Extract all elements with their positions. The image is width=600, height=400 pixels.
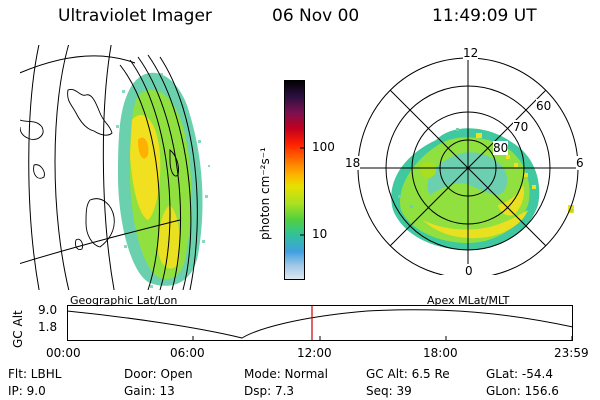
mlt-label-6: 6 bbox=[576, 156, 584, 170]
status-gain: Gain: 13 bbox=[124, 384, 175, 398]
date-label: 06 Nov 00 bbox=[272, 6, 360, 26]
colorbar-tick-10: 10 bbox=[312, 227, 328, 241]
lat-label-70: 70 bbox=[513, 120, 529, 134]
colorbar-tick-100: 100 bbox=[312, 140, 335, 154]
altitude-xtick-1800: 18:00 bbox=[423, 346, 458, 360]
altitude-plot bbox=[67, 305, 573, 341]
status-gcalt: GC Alt: 6.5 Re bbox=[366, 367, 450, 381]
colorbar bbox=[284, 80, 305, 280]
altitude-curve bbox=[67, 309, 573, 339]
status-door: Door: Open bbox=[124, 367, 193, 381]
altitude-xtick-0000: 00:00 bbox=[46, 346, 81, 360]
altitude-xtick-2359: 23:59 bbox=[554, 346, 589, 360]
status-glon: GLon: 156.6 bbox=[486, 384, 559, 398]
polar-caption: Apex MLat/MLT bbox=[427, 294, 510, 307]
mlt-label-0: 0 bbox=[465, 264, 473, 278]
altitude-xtick-0600: 06:00 bbox=[170, 346, 205, 360]
mlt-label-18: 18 bbox=[345, 156, 361, 170]
lat-label-80: 80 bbox=[493, 141, 509, 155]
status-mode: Mode: Normal bbox=[244, 367, 328, 381]
status-dsp: Dsp: 7.3 bbox=[244, 384, 295, 398]
status-flt: Flt: LBHL bbox=[8, 367, 62, 381]
status-seq: Seq: 39 bbox=[366, 384, 412, 398]
altitude-ytick-1-8: 1.8 bbox=[38, 320, 58, 334]
geographic-image bbox=[20, 45, 210, 290]
instrument-title: Ultraviolet Imager bbox=[58, 6, 212, 26]
colorbar-label: photon cm⁻²s⁻¹ bbox=[258, 147, 272, 240]
altitude-xtick-1200: 12:00 bbox=[297, 346, 332, 360]
lat-label-60: 60 bbox=[536, 99, 552, 113]
mlt-label-12: 12 bbox=[463, 46, 479, 60]
status-glat: GLat: -54.4 bbox=[486, 367, 553, 381]
time-label: 11:49:09 UT bbox=[432, 6, 537, 26]
status-ip: IP: 9.0 bbox=[8, 384, 46, 398]
polar-plot bbox=[357, 57, 579, 275]
geographic-caption: Geographic Lat/Lon bbox=[70, 294, 178, 307]
altitude-ylabel: GC Alt bbox=[11, 310, 25, 348]
altitude-ytick-9: 9.0 bbox=[38, 303, 58, 317]
